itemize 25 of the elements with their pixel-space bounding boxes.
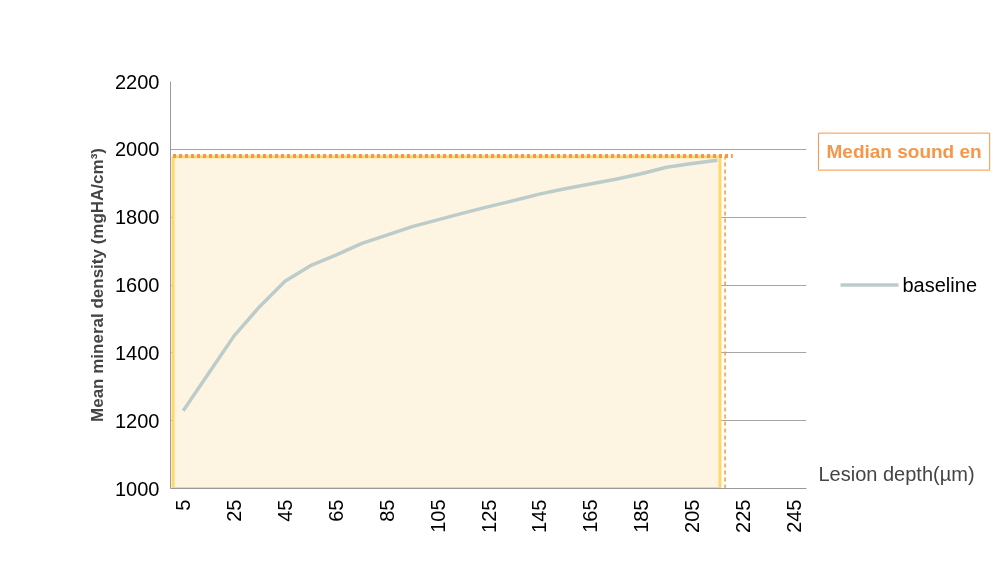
- x-tick-label: 125: [477, 499, 500, 533]
- legend-label: baseline: [902, 274, 978, 296]
- ref-line-label: Median sound en: [826, 141, 982, 163]
- line-series: [181, 158, 720, 413]
- x-axis-title: Lesion depth(µm): [818, 462, 975, 485]
- x-tick-label: 225: [731, 499, 754, 533]
- x-tick-label: 185: [630, 499, 653, 533]
- y-axis-title: Mean mineral density (mgHA/cm³): [88, 148, 108, 422]
- y-tick-label: 1800: [115, 206, 160, 229]
- y-tick-label: 1200: [115, 409, 160, 432]
- x-tick-label: 145: [528, 499, 551, 533]
- x-tick-label: 25: [223, 499, 246, 522]
- x-tick-label: 45: [273, 499, 296, 522]
- y-tick-label: 1000: [115, 477, 160, 500]
- x-tick-label: 65: [324, 499, 347, 522]
- x-tick-label: 105: [426, 499, 449, 533]
- x-tick-label: 245: [782, 499, 805, 533]
- x-tick-label: 85: [375, 499, 398, 522]
- x-tick-label: 205: [681, 499, 704, 533]
- y-tick-label: 2000: [115, 138, 160, 161]
- x-tick-label: 5: [172, 499, 195, 511]
- y-tick-label: 1600: [115, 274, 160, 296]
- x-tick-label: 165: [579, 499, 602, 533]
- y-tick-label: 2200: [115, 70, 160, 93]
- y-tick-label: 1400: [115, 341, 160, 364]
